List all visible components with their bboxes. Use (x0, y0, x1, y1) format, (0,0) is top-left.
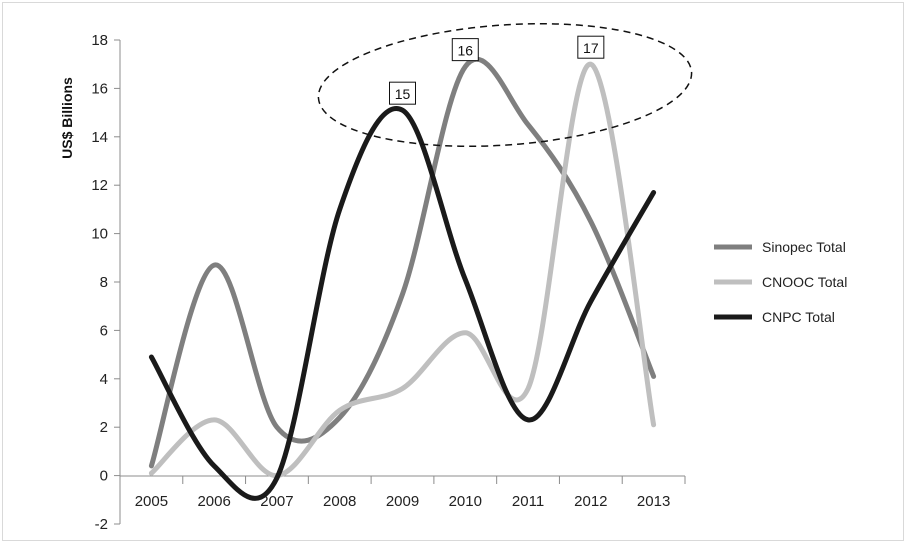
annotation-box (451, 38, 479, 62)
annotation-box (389, 81, 416, 105)
x-tick-label: 2008 (323, 493, 356, 510)
x-tick-label: 2007 (260, 493, 293, 510)
x-tick-label: 2011 (512, 493, 544, 510)
legend-label: CNPC Total (762, 309, 835, 325)
annotation-label: 17 (583, 40, 599, 56)
x-tick-label: 2010 (449, 493, 482, 510)
x-tick-label: 2009 (386, 493, 419, 510)
x-tick-label: 2012 (574, 493, 607, 510)
legend: Sinopec Total CNOOC Total CNPC Total (714, 239, 847, 325)
y-tick-label: -2 (95, 516, 108, 533)
series-line-sinopec-total (148, 56, 657, 469)
y-tick-label: 0 (100, 468, 108, 485)
axes: -2 0 2 4 6 8 10 12 14 16 18 2005 2006 2007 2008 2009 201… (59, 32, 686, 533)
y-tick-label: 16 (91, 80, 108, 97)
annotation-label: 16 (457, 43, 473, 59)
x-tick-label: 2006 (197, 493, 230, 510)
annotation-box (577, 35, 605, 59)
y-tick-label: 18 (91, 32, 108, 49)
series-layer (148, 56, 657, 501)
x-tick-label: 2013 (637, 493, 670, 510)
y-axis-title: US$ Billions (59, 77, 75, 159)
y-tick-label: 2 (100, 419, 108, 436)
y-tick-label: 4 (100, 371, 108, 388)
series-line-cnooc-total (148, 61, 657, 479)
legend-label: Sinopec Total (762, 239, 846, 255)
annotation-layer: 15 16 17 (317, 22, 693, 148)
y-tick-label: 14 (91, 129, 108, 146)
y-tick-label: 12 (91, 177, 108, 194)
y-tick-label: 10 (91, 226, 108, 243)
annotation-label: 15 (395, 86, 411, 102)
x-tick-label: 2005 (135, 493, 168, 510)
series-line-cnpc-total (148, 106, 657, 501)
highlight-ellipse (317, 22, 693, 148)
legend-label: CNOOC Total (762, 274, 847, 290)
y-tick-label: 6 (100, 322, 108, 339)
y-tick-label: 8 (100, 274, 108, 291)
